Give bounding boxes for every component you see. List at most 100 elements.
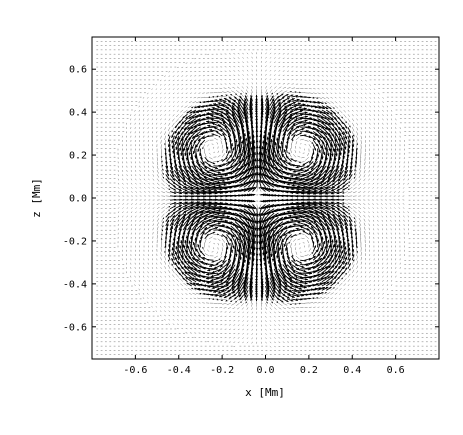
vector-arrowhead <box>207 258 210 261</box>
vector-arrowhead <box>181 272 185 275</box>
vector-arrowhead <box>176 175 180 179</box>
vector-arrow <box>301 237 305 240</box>
vector-arrow <box>159 306 162 308</box>
vector-arrowhead <box>243 287 246 291</box>
vector-arrowhead <box>181 126 184 130</box>
vector-arrowhead <box>272 287 276 291</box>
vector-arrowhead <box>287 257 290 261</box>
vector-arrowhead <box>182 277 185 280</box>
vector-arrowhead <box>213 127 217 130</box>
vector-arrow <box>233 66 236 68</box>
vector-arrow <box>152 178 155 181</box>
vector-arrowhead <box>254 186 257 189</box>
vector-arrowhead <box>289 116 292 120</box>
vector-arrowhead <box>182 249 185 253</box>
vector-arrowhead <box>271 258 275 262</box>
vector-arrow <box>274 307 277 310</box>
vector-arrow <box>250 298 253 304</box>
vector-arrowhead <box>221 275 225 279</box>
vector-arrowhead <box>249 252 253 255</box>
vector-arrow <box>233 341 236 343</box>
vector-arrow <box>126 224 128 226</box>
vector-arrow <box>213 242 216 245</box>
vector-arrowhead <box>255 281 258 285</box>
vector-arrowhead <box>274 178 278 182</box>
vector-arrowhead <box>202 204 206 207</box>
vector-arrow <box>247 230 253 250</box>
vector-arrowhead <box>224 125 228 129</box>
vector-arrow <box>185 315 188 317</box>
vector-arrow <box>260 307 262 310</box>
vector-arrowhead <box>173 202 177 205</box>
vector-arrowhead <box>249 290 252 294</box>
vector-arrow <box>243 238 247 259</box>
vector-arrow <box>239 135 242 153</box>
vector-arrowhead <box>215 113 219 116</box>
vector-arrow <box>142 292 145 295</box>
vector-arrowhead <box>294 274 297 277</box>
vector-arrow <box>200 297 205 300</box>
vector-arrow <box>269 57 272 59</box>
vector-arrowhead <box>284 284 288 288</box>
vector-arrowhead <box>215 280 219 283</box>
vector-arrow <box>164 96 166 99</box>
vector-arrow <box>164 293 166 295</box>
vector-arrowhead <box>252 253 256 257</box>
vector-arrow <box>274 57 276 59</box>
vector-arrow <box>274 328 276 331</box>
vector-arrow <box>143 114 145 117</box>
vector-arrowhead <box>201 275 205 279</box>
vector-arrow <box>181 293 184 295</box>
vector-arrow <box>237 315 240 318</box>
vector-arrow <box>155 288 158 291</box>
vector-arrow <box>143 219 146 222</box>
vector-arrowhead <box>266 280 270 284</box>
vector-arrowhead <box>197 149 200 152</box>
vector-arrow <box>270 238 275 258</box>
vector-arrowhead <box>261 146 265 150</box>
vector-arrowhead <box>277 169 281 172</box>
vector-arrowhead <box>178 137 181 141</box>
vector-arrow <box>143 224 145 226</box>
vector-arrowhead <box>190 121 194 124</box>
vector-arrow <box>194 315 197 317</box>
vector-arrowhead <box>266 292 270 296</box>
vector-arrowhead <box>255 259 259 262</box>
vector-arrowhead <box>178 188 182 191</box>
vector-arrowhead <box>283 275 286 279</box>
vector-arrow <box>152 169 154 173</box>
vector-arrowhead <box>273 188 276 192</box>
vector-arrowhead <box>286 156 289 159</box>
vector-arrowhead <box>269 269 273 273</box>
vector-arrow <box>181 328 184 330</box>
vector-arrowhead <box>253 247 256 251</box>
vector-arrow <box>265 303 268 307</box>
vector-arrow <box>184 105 188 108</box>
vector-arrow <box>164 288 166 291</box>
vector-arrowhead <box>243 260 247 263</box>
vector-arrowhead <box>288 168 292 172</box>
vector-arrowhead <box>279 175 283 179</box>
vector-arrow <box>143 182 146 185</box>
vector-arrow <box>294 242 297 246</box>
vector-arrow <box>176 114 179 118</box>
vector-arrowhead <box>195 159 199 163</box>
vector-arrowhead <box>282 211 286 215</box>
vector-arrow <box>233 49 236 51</box>
vector-arrowhead <box>164 143 166 146</box>
vector-arrow <box>148 178 150 181</box>
vector-arrow <box>236 307 240 310</box>
vector-arrow <box>287 83 290 85</box>
vector-arrow <box>161 213 165 218</box>
vector-arrowhead <box>283 160 287 163</box>
vector-arrow <box>181 302 184 304</box>
vector-arrow <box>159 79 162 82</box>
vector-arrow <box>265 324 267 327</box>
vector-arrowhead <box>214 294 218 297</box>
vector-arrow <box>152 161 154 164</box>
vector-arrow <box>151 301 153 304</box>
vector-arrowhead <box>248 257 252 261</box>
vector-arrow <box>213 151 216 154</box>
vector-arrowhead <box>171 247 175 251</box>
vector-arrow <box>156 235 158 239</box>
